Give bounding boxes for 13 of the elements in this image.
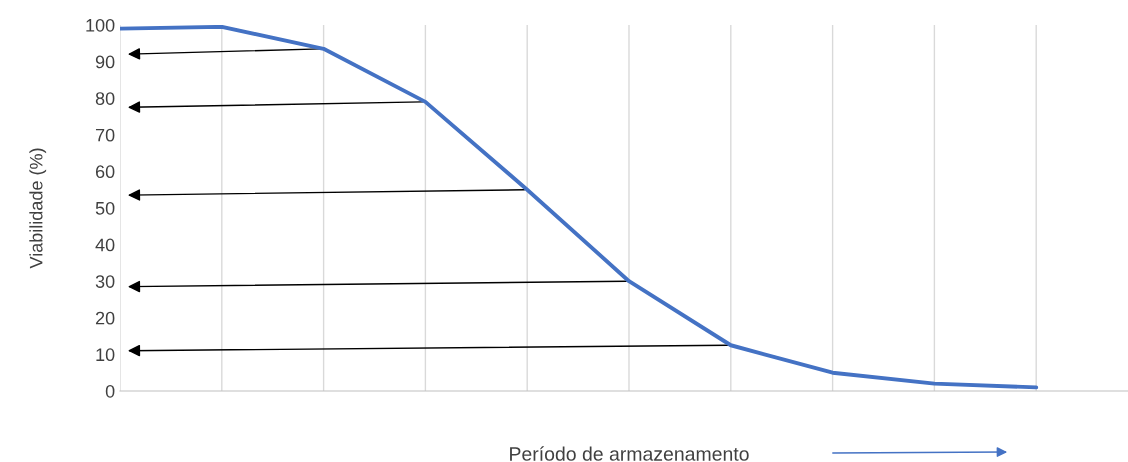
y-tick-label: 80 bbox=[95, 92, 115, 105]
y-tick-label: 100 bbox=[86, 18, 115, 32]
y-tick-label: 40 bbox=[95, 238, 115, 252]
y-axis-title: Viabilidade (%) bbox=[29, 148, 47, 269]
x-axis-title: Período de armazenamento bbox=[510, 446, 749, 461]
y-tick-label: 70 bbox=[95, 128, 115, 142]
y-tick-label: 90 bbox=[95, 55, 115, 69]
y-tick-label: 30 bbox=[95, 275, 115, 288]
y-tick-label: 50 bbox=[95, 201, 115, 215]
y-tick-label: 0 bbox=[105, 384, 115, 398]
y-tick-label: 10 bbox=[96, 348, 115, 362]
y-tick-label: 20 bbox=[95, 311, 115, 325]
y-tick-label: 60 bbox=[95, 165, 115, 179]
